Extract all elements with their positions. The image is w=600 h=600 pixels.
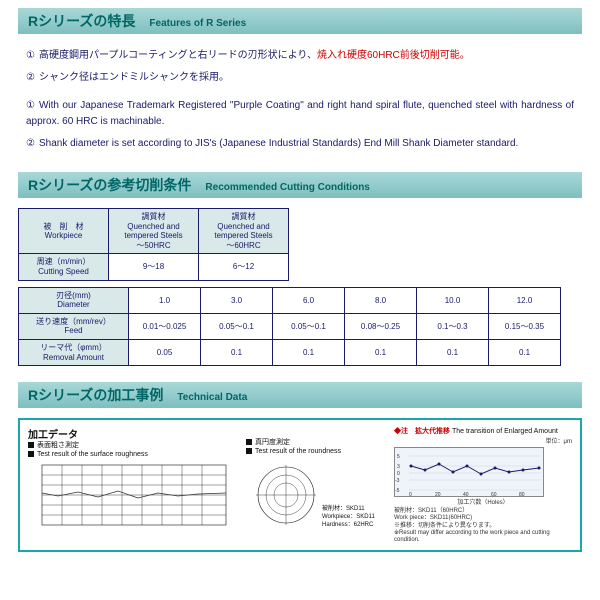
roughness-chart <box>28 463 228 533</box>
section-title-jp: Rシリーズの参考切削条件 <box>28 175 191 195</box>
tech-roughness: 加工データ 表面粗さ測定 Test result of the surface … <box>28 426 238 544</box>
table-row: 刃径(mm) Diameter 1.0 3.0 6.0 8.0 10.0 12.… <box>19 287 561 313</box>
svg-text:5: 5 <box>397 454 400 460</box>
feature-en-2: ②Shank diameter is set according to JIS'… <box>26 136 574 152</box>
svg-text:20: 20 <box>435 492 441 498</box>
svg-text:-3: -3 <box>395 478 400 484</box>
feature-jp-2: ②シャンク径はエンドミルシャンクを採用。 <box>26 70 574 86</box>
svg-text:被削材：SKD11: 被削材：SKD11 <box>322 504 365 512</box>
table-feed: 刃径(mm) Diameter 1.0 3.0 6.0 8.0 10.0 12.… <box>18 287 561 367</box>
transition-chart: 530-3-5 020406080 <box>394 447 544 497</box>
svg-text:0: 0 <box>409 492 412 498</box>
section-header-conditions: Rシリーズの参考切削条件 Recommended Cutting Conditi… <box>18 172 582 198</box>
section-header-features: Rシリーズの特長 Features of R Series <box>18 8 582 34</box>
bullet-icon <box>28 451 34 457</box>
tech-title: 加工データ <box>28 426 238 441</box>
th-60hrc: 調質材 Quenched and tempered Steels 〜60HRC <box>199 209 289 254</box>
section-header-tech: Rシリーズの加工事例 Technical Data <box>18 382 582 408</box>
feature-en-1: ①With our Japanese Trademark Registered … <box>26 98 574 130</box>
bullet-icon <box>246 439 252 445</box>
bullet-icon <box>28 442 34 448</box>
section-title-en: Recommended Cutting Conditions <box>205 182 369 193</box>
tech-roundness: 真円度測定 Test result of the roundness 被削材：S… <box>246 426 386 544</box>
tech-transition: ◆注 拡大代推移 The transition of Enlarged Amou… <box>394 426 572 544</box>
bullet-icon <box>246 448 252 454</box>
th-workpiece: 被 削 材 Workpiece <box>19 209 109 254</box>
table-row: リーマ代（φmm） Removal Amount 0.05 0.1 0.1 0.… <box>19 339 561 365</box>
features-list: ①高硬度鋼用パープルコーティングと右リードの刃形状により、焼入れ硬度60HRC前… <box>18 44 582 172</box>
table-row: 周速（m/min） Cutting Speed 9〜18 6〜12 <box>19 254 289 280</box>
svg-text:Workpiece：SKD11: Workpiece：SKD11 <box>322 514 375 520</box>
svg-text:Hardness：62HRC: Hardness：62HRC <box>322 522 374 528</box>
table-row: 送り速度（mm/rev） Feed 0.01〜0.025 0.05〜0.1 0.… <box>19 313 561 339</box>
svg-text:3: 3 <box>397 464 400 470</box>
section-title-en: Features of R Series <box>149 18 246 29</box>
section-title-en: Technical Data <box>177 392 247 403</box>
feature-jp-1: ①高硬度鋼用パープルコーティングと右リードの刃形状により、焼入れ硬度60HRC前… <box>26 48 574 64</box>
svg-text:0: 0 <box>397 471 400 477</box>
svg-text:60: 60 <box>491 492 497 498</box>
section-title-jp: Rシリーズの加工事例 <box>28 385 163 405</box>
roundness-chart: 被削材：SKD11 Workpiece：SKD11 Hardness：62HRC <box>246 460 376 530</box>
tech-data-box: 加工データ 表面粗さ測定 Test result of the surface … <box>18 418 582 552</box>
th-50hrc: 調質材 Quenched and tempered Steels 〜50HRC <box>109 209 199 254</box>
table-cutting-speed: 被 削 材 Workpiece 調質材 Quenched and tempere… <box>18 208 289 281</box>
svg-text:-5: -5 <box>395 488 400 494</box>
svg-text:40: 40 <box>463 492 469 498</box>
section-title-jp: Rシリーズの特長 <box>28 11 135 31</box>
svg-text:80: 80 <box>519 492 525 498</box>
